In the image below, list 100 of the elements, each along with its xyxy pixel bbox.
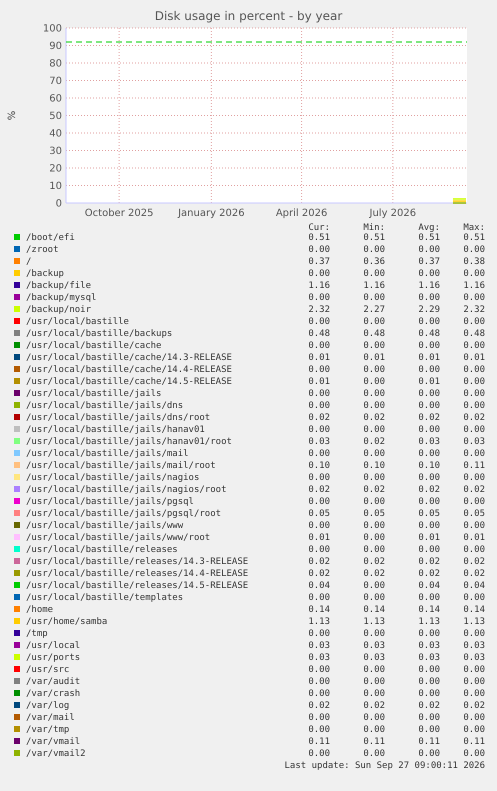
text: 0.14 0.14 0.14 0.14 bbox=[308, 605, 485, 615]
text: 0.00 0.00 0.00 0.00 bbox=[308, 521, 485, 531]
legend-label: /var/tmp bbox=[26, 725, 70, 735]
legend-label: /var/mail bbox=[26, 713, 75, 723]
legend-label: /backup/file bbox=[26, 281, 92, 291]
text: 0.05 0.05 0.05 0.05 bbox=[308, 509, 485, 519]
text: 1.16 1.16 1.16 1.16 bbox=[308, 281, 485, 291]
text: 0.03 0.02 0.03 0.03 bbox=[308, 437, 485, 447]
text: 0.00 0.00 0.00 0.00 bbox=[308, 401, 485, 411]
legend-label: /usr/local/bastille/jails/pgsql/root bbox=[26, 509, 222, 519]
legend-label: /usr/local/bastille/releases/14.3-RELEASE bbox=[26, 557, 248, 567]
y-tick-label: 10 bbox=[49, 181, 62, 192]
text: 0.00 0.00 0.00 0.00 bbox=[308, 497, 485, 507]
y-axis-title: % bbox=[7, 110, 18, 120]
text: 0.01 0.00 0.01 0.01 bbox=[308, 533, 485, 543]
legend-label: /usr/local/bastille/jails/pgsql bbox=[26, 497, 194, 507]
text: 0.04 0.00 0.04 0.04 bbox=[308, 581, 485, 591]
legend-label: /usr/local/bastille/releases/14.5-RELEASE bbox=[26, 581, 248, 591]
text: 0.00 0.00 0.00 0.00 bbox=[308, 593, 485, 603]
y-tick-label: 60 bbox=[49, 94, 62, 104]
legend-label: /usr/local/bastille/jails bbox=[26, 389, 162, 399]
legend-label: /backup bbox=[26, 269, 64, 279]
legend-label: /usr/local/bastille/jails/hanav01 bbox=[26, 425, 205, 435]
text: 0.11 0.11 0.11 0.11 bbox=[308, 737, 485, 747]
text: 0.00 0.00 0.00 0.00 bbox=[308, 749, 485, 759]
text: Cur: bbox=[308, 223, 330, 233]
y-tick-label: 20 bbox=[49, 164, 62, 174]
legend-label: /zroot bbox=[26, 245, 59, 255]
text: 0.00 0.00 0.00 0.00 bbox=[308, 341, 485, 351]
text: 0.00 0.00 0.00 0.00 bbox=[308, 665, 485, 675]
legend-label: /usr/local/bastille/jails/www bbox=[26, 521, 184, 531]
text: 0.03 0.03 0.03 0.03 bbox=[308, 641, 485, 651]
text: 0.00 0.00 0.00 0.00 bbox=[308, 677, 485, 687]
x-tick-label: April 2026 bbox=[276, 208, 328, 219]
text: Avg: bbox=[418, 223, 440, 233]
legend-label: /usr/local/bastille bbox=[26, 317, 129, 327]
legend-label: /usr/local/bastille/releases/14.4-RELEASE bbox=[26, 569, 248, 579]
text: 0.02 0.02 0.02 0.02 bbox=[308, 413, 485, 423]
y-tick-label: 80 bbox=[49, 58, 62, 70]
text: 0.02 0.02 0.02 0.02 bbox=[308, 701, 485, 711]
text: 0.00 0.00 0.00 0.00 bbox=[308, 629, 485, 639]
legend-label: /usr/local bbox=[26, 641, 80, 651]
text: 0.02 0.02 0.02 0.02 bbox=[308, 569, 485, 579]
text: 0.10 0.10 0.10 0.11 bbox=[308, 461, 485, 471]
legend-label: / bbox=[26, 257, 32, 267]
legend-label: /tmp bbox=[26, 629, 48, 639]
text: 0.03 0.03 0.03 0.03 bbox=[308, 653, 485, 663]
text: Max: bbox=[463, 223, 485, 233]
text: 1.13 1.13 1.13 1.13 bbox=[308, 617, 485, 627]
legend-label: /var/crash bbox=[26, 689, 80, 699]
legend-label: /usr/local/bastille/templates bbox=[26, 593, 184, 603]
text: 0.00 0.00 0.00 0.00 bbox=[308, 689, 485, 699]
text: 0.37 0.36 0.37 0.38 bbox=[308, 257, 485, 267]
legend-label: /usr/local/bastille/jails/mail bbox=[26, 449, 189, 459]
text: 0.01 0.01 0.01 0.01 bbox=[308, 353, 485, 363]
legend-label: /usr/local/bastille/cache/14.5-RELEASE bbox=[26, 377, 232, 387]
legend-label: /usr/local/bastille/jails/mail/root bbox=[26, 461, 216, 471]
text: 0.00 0.00 0.00 0.00 bbox=[308, 365, 485, 375]
text: 0.00 0.00 0.00 0.00 bbox=[308, 293, 485, 303]
x-tick-label: October 2025 bbox=[84, 208, 154, 219]
text: Last update: Sun Sep 27 09:00:11 2026 bbox=[284, 761, 485, 771]
legend-label: /var/vmail bbox=[26, 737, 80, 747]
text: 0.00 0.00 0.00 0.00 bbox=[308, 473, 485, 483]
legend-label: /usr/home/samba bbox=[26, 617, 108, 627]
legend-label: /backup/mysql bbox=[26, 293, 96, 303]
legend-label: /home bbox=[26, 605, 54, 615]
legend-label: /usr/local/bastille/jails/nagios/root bbox=[26, 485, 226, 495]
x-tick-label: January 2026 bbox=[177, 208, 245, 219]
text: 0.02 0.02 0.02 0.02 bbox=[308, 557, 485, 567]
legend-label: /usr/local/bastille/jails/hanav01/root bbox=[26, 437, 232, 447]
legend-label: /var/vmail2 bbox=[26, 749, 86, 759]
text: 0.01 0.00 0.01 0.00 bbox=[308, 377, 485, 387]
text: 0.00 0.00 0.00 0.00 bbox=[308, 245, 485, 255]
text: 0.00 0.00 0.00 0.00 bbox=[308, 725, 485, 735]
legend-label: /usr/local/bastille/jails/dns bbox=[26, 401, 184, 411]
x-tick-label: July 2026 bbox=[368, 208, 416, 219]
legend-label: /usr/local/bastille/releases bbox=[26, 545, 178, 555]
text: 0.00 0.00 0.00 0.00 bbox=[308, 317, 485, 327]
y-tick-label: 30 bbox=[49, 146, 62, 157]
legend-label: /boot/efi bbox=[26, 233, 75, 243]
text: 0.00 0.00 0.00 0.00 bbox=[308, 449, 485, 459]
legend-label: /var/audit bbox=[26, 677, 80, 687]
legend-label: /usr/src bbox=[26, 665, 70, 675]
text: 0.00 0.00 0.00 0.00 bbox=[308, 713, 485, 723]
text: Min: bbox=[363, 223, 385, 233]
text: 0.00 0.00 0.00 0.00 bbox=[308, 269, 485, 279]
text: 0.48 0.48 0.48 0.48 bbox=[308, 329, 485, 339]
y-tick-label: 40 bbox=[49, 128, 62, 140]
legend-label: /backup/noir bbox=[26, 305, 92, 315]
legend-label: /var/log bbox=[26, 701, 70, 711]
y-tick-label: 0 bbox=[56, 198, 62, 210]
text: 2.32 2.27 2.29 2.32 bbox=[308, 305, 485, 315]
y-tick-label: 50 bbox=[49, 111, 62, 122]
legend-label: /usr/ports bbox=[26, 653, 80, 663]
text: 0.02 0.02 0.02 0.02 bbox=[308, 485, 485, 495]
legend-label: /usr/local/bastille/jails/dns/root bbox=[26, 413, 210, 423]
text: 0.00 0.00 0.00 0.00 bbox=[308, 389, 485, 399]
text: 0.00 0.00 0.00 0.00 bbox=[308, 545, 485, 555]
legend-label: /usr/local/bastille/cache bbox=[26, 341, 162, 351]
y-tick-label: 70 bbox=[49, 76, 62, 87]
